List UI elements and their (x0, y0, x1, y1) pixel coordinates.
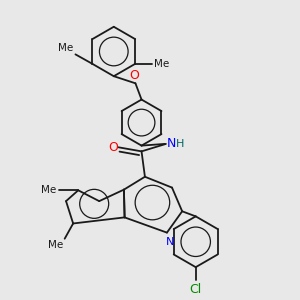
Text: O: O (109, 141, 118, 154)
Text: H: H (176, 139, 184, 149)
Text: Me: Me (154, 59, 169, 69)
Text: Cl: Cl (190, 283, 202, 296)
Text: Me: Me (58, 43, 74, 53)
Text: O: O (129, 69, 139, 82)
Text: Me: Me (40, 185, 56, 195)
Text: N: N (167, 137, 176, 150)
Text: N: N (166, 237, 174, 247)
Text: Me: Me (48, 240, 63, 250)
